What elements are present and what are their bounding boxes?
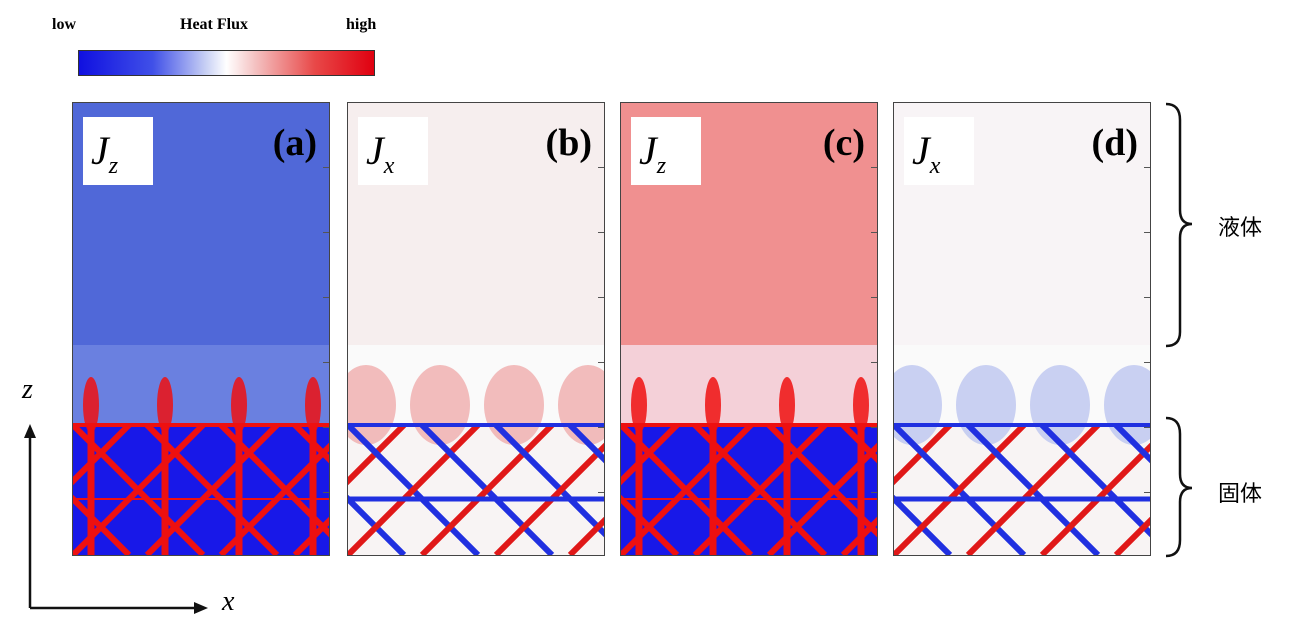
component-label: Jz: [631, 117, 701, 185]
panel-tag: (b): [545, 122, 592, 164]
colorbar-high-label: high: [346, 16, 377, 33]
panel-tag: (d): [1091, 122, 1138, 164]
panel-tag: (c): [822, 122, 865, 164]
lattice: [73, 422, 329, 555]
lattice: [894, 422, 1150, 555]
component-label: Jx: [358, 117, 428, 185]
heat-flux-map: [348, 103, 604, 555]
colorbar-low-label: low: [52, 16, 76, 33]
panel-a: Jz (a): [72, 102, 330, 556]
x-axis-label: x: [222, 586, 235, 617]
lattice: [348, 422, 604, 555]
axis-ticks: [1144, 103, 1150, 555]
solid-label: 固体: [1218, 482, 1263, 507]
panel-b: Jx (b): [347, 102, 605, 556]
heat-flux-map: [621, 103, 877, 555]
panel-d: Jx (d): [893, 102, 1151, 556]
colorbar-title: Heat Flux: [180, 16, 248, 33]
panel-tag: (a): [272, 122, 317, 164]
liquid-label: 液体: [1218, 216, 1263, 241]
lattice: [621, 422, 877, 555]
phase-brackets: [1165, 102, 1193, 558]
axis-ticks: [598, 103, 604, 555]
component-label: Jz: [83, 117, 153, 185]
panel-c: Jz (c): [620, 102, 878, 556]
axis-ticks: [323, 103, 329, 555]
component-label: Jx: [904, 117, 974, 185]
z-axis-label: z: [22, 374, 33, 405]
colorbar: [78, 50, 375, 76]
axis-ticks: [871, 103, 877, 555]
heat-flux-map: [73, 103, 329, 555]
axis-arrows: [24, 424, 208, 614]
